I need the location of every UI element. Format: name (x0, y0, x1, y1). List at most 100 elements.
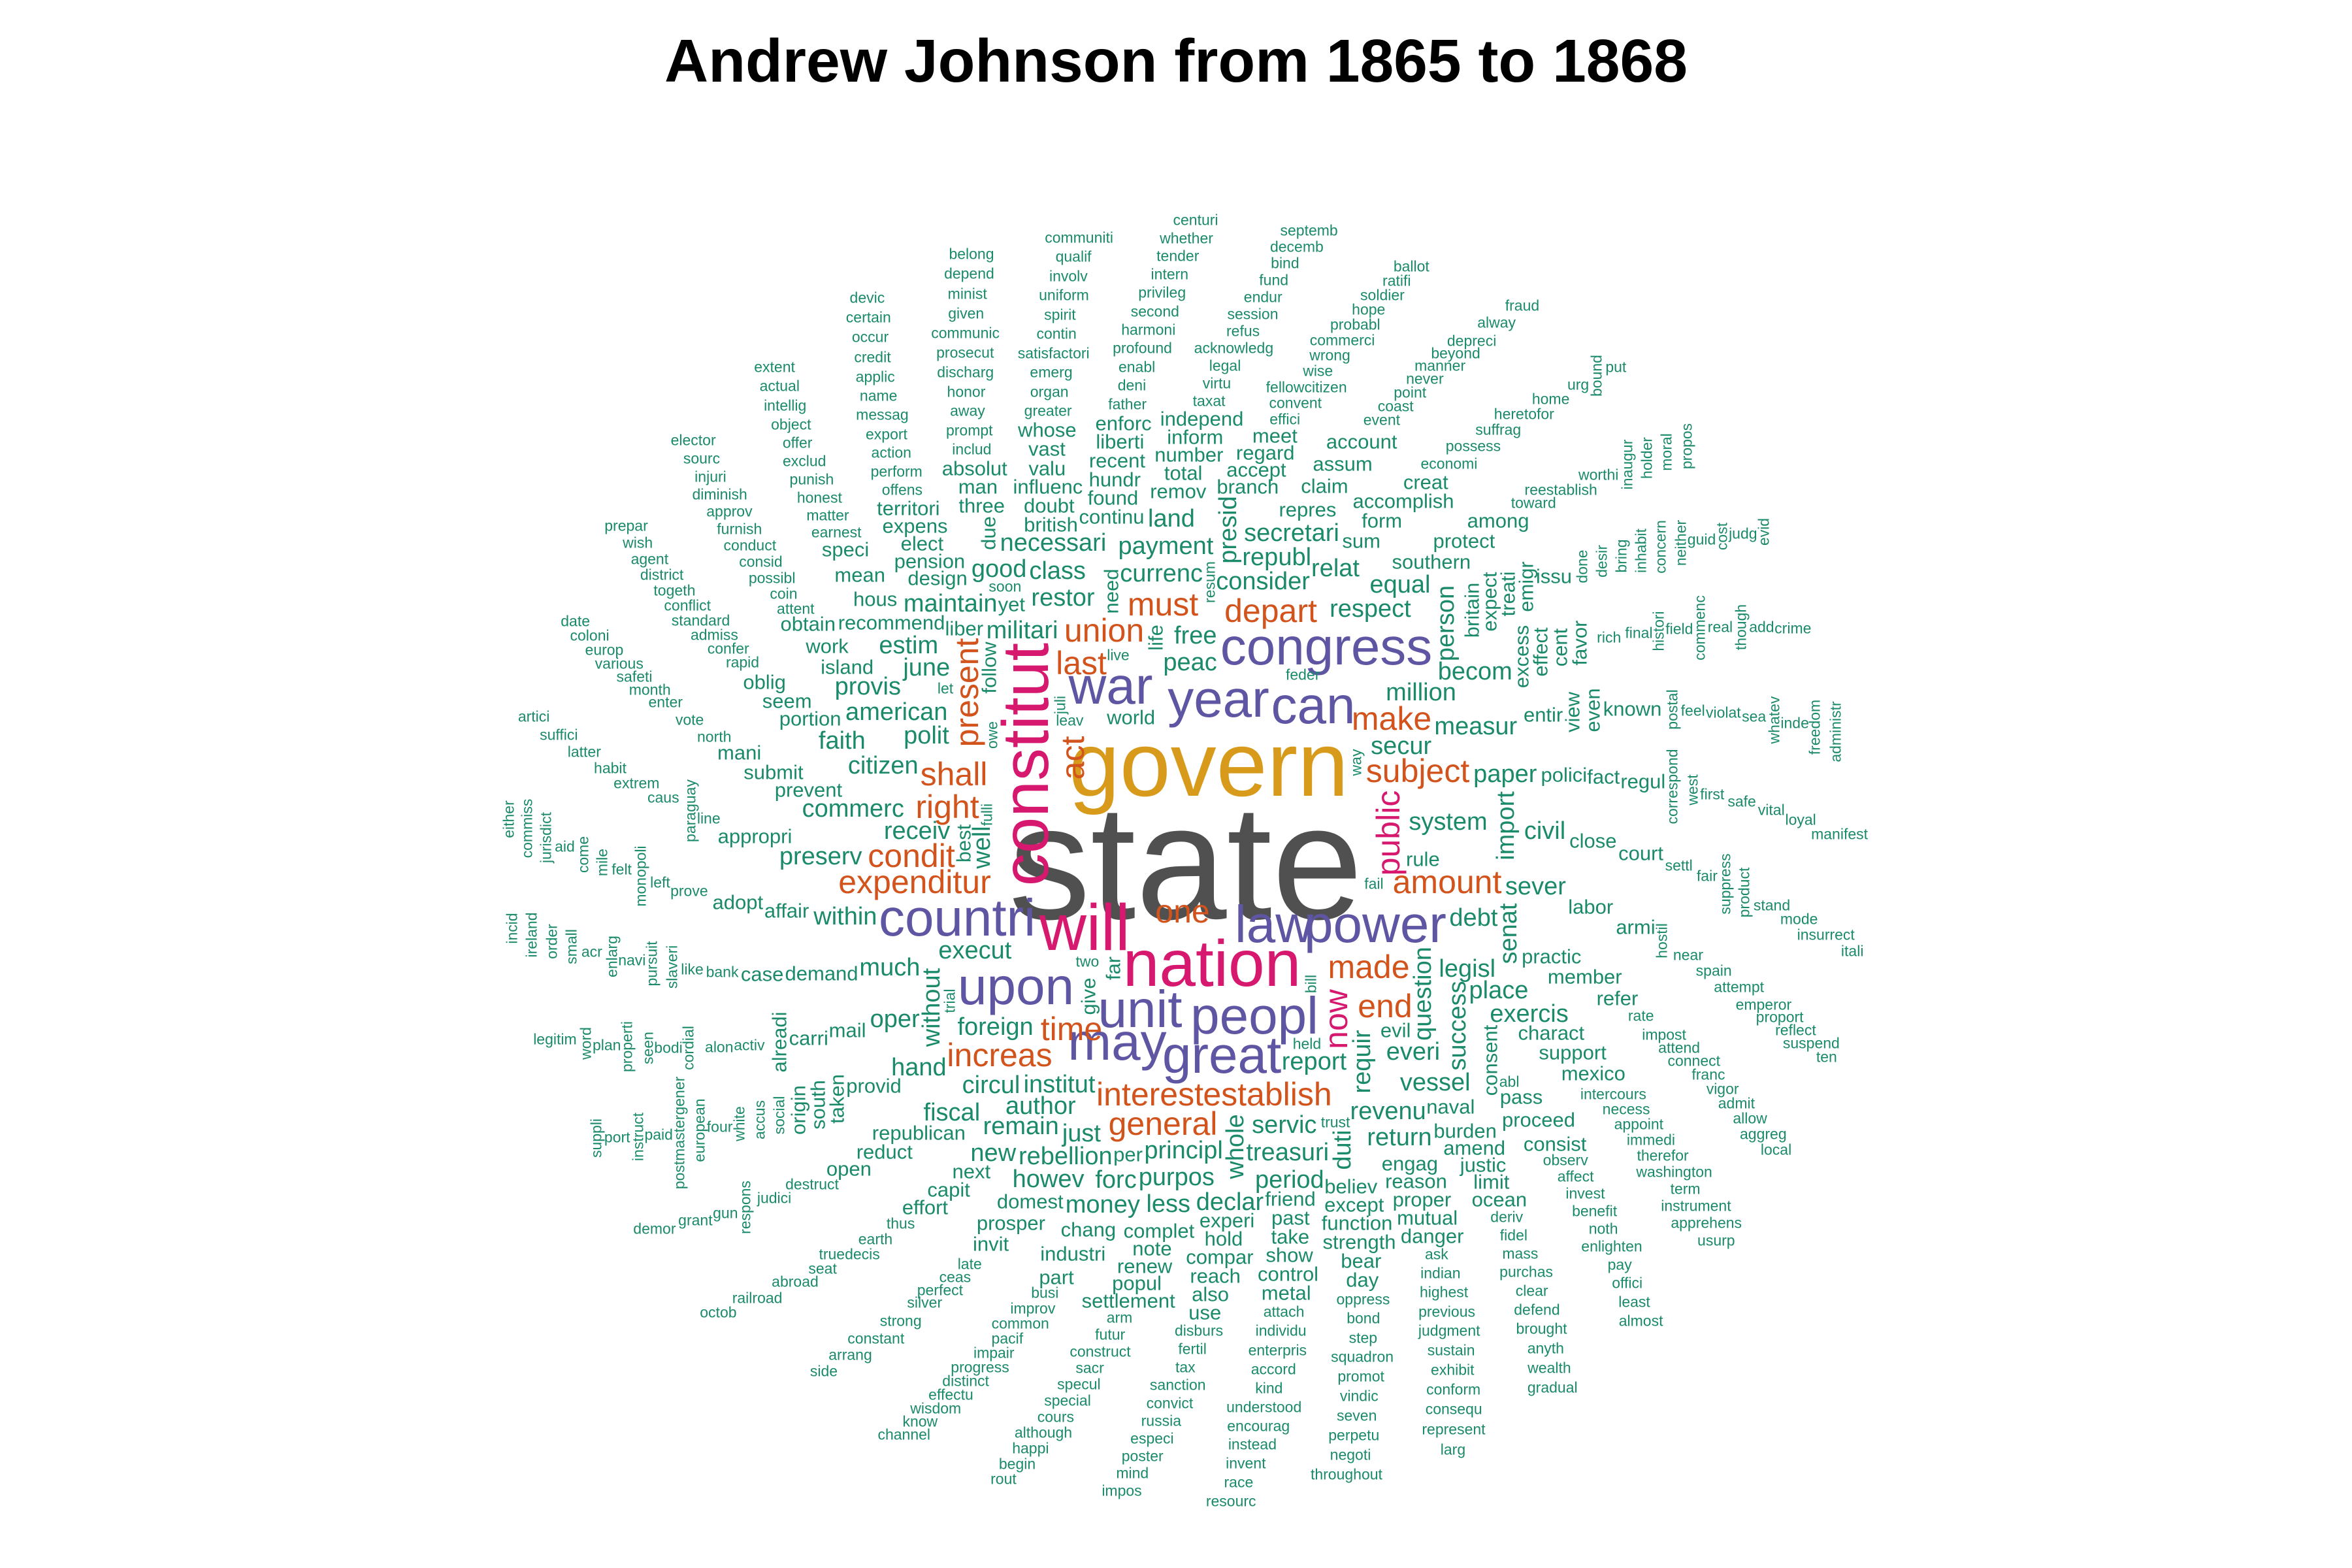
word-will: will (1039, 891, 1130, 964)
word-commerc: commerc (802, 795, 904, 823)
word-suspend: suspend (1782, 1034, 1840, 1052)
word-among: among (1467, 509, 1529, 532)
word-disburs: disburs (1174, 1322, 1224, 1339)
word-diminish: diminish (692, 485, 747, 503)
word-standard: standard (671, 612, 730, 629)
word-worthi: worthi (1578, 466, 1619, 483)
word-offer: offer (782, 434, 813, 451)
word-ratifi: ratifi (1382, 272, 1411, 289)
word-real: real (1707, 618, 1733, 636)
word-four: four (706, 1118, 733, 1135)
word-inaugur: inaugur (1618, 439, 1636, 489)
word-rebellion: rebellion (1018, 1143, 1113, 1171)
word-last: last (1056, 645, 1107, 681)
word-period: period (1255, 1166, 1324, 1194)
word-work: work (806, 634, 849, 657)
word-invest: invest (1565, 1184, 1605, 1202)
word-kind: kind (1255, 1379, 1283, 1397)
word-point: point (1394, 384, 1427, 401)
word-octob: octob (700, 1303, 737, 1321)
word-common: common (991, 1315, 1049, 1332)
word-renew: renew (1117, 1254, 1173, 1278)
word-three: three (958, 494, 1005, 517)
word-need: need (1100, 568, 1123, 614)
word-messag: messag (856, 406, 909, 423)
word-sustain: sustain (1427, 1341, 1475, 1359)
word-admiss: admiss (690, 626, 738, 644)
word-perpetu: perpetu (1328, 1426, 1380, 1444)
word-secretari: secretari (1244, 519, 1339, 547)
word-whose: whose (1018, 418, 1077, 442)
word-desir: desir (1593, 544, 1610, 578)
word-properti: properti (618, 1021, 636, 1073)
word-metal: metal (1261, 1281, 1311, 1305)
word-hold: hold (1204, 1227, 1243, 1250)
word-judg: judg (1729, 525, 1757, 542)
word-fail: fail (1364, 875, 1384, 892)
word-seen: seen (639, 1031, 657, 1064)
word-purchas: purchas (1499, 1263, 1554, 1281)
word-support: support (1539, 1041, 1607, 1064)
word-design: design (907, 566, 968, 590)
word-step: step (1348, 1329, 1378, 1347)
word-resum: resum (1201, 561, 1218, 604)
word-trust: trust (1320, 1113, 1350, 1131)
word-experi: experi (1199, 1209, 1255, 1232)
word-loyal: loyal (1785, 811, 1816, 828)
word-negoti: negoti (1330, 1446, 1371, 1463)
word-new: new (970, 1139, 1017, 1167)
word-friend: friend (1265, 1187, 1316, 1211)
word-septemb: septemb (1280, 221, 1338, 239)
word-year: year (1168, 670, 1269, 728)
word-railroad: railroad (732, 1289, 783, 1307)
word-west: west (1684, 774, 1701, 806)
word-defend: defend (1514, 1301, 1560, 1318)
word-greater: greater (1024, 402, 1072, 419)
word-capit: capit (927, 1178, 970, 1201)
word-exercis: exercis (1490, 1000, 1569, 1028)
word-person: person (1432, 585, 1460, 661)
word-public: public (1370, 790, 1407, 876)
word-respons: respons (736, 1181, 753, 1235)
word-tender: tender (1156, 247, 1200, 265)
word-polici: polici (1541, 763, 1588, 787)
word-bond: bond (1347, 1309, 1380, 1327)
word-agent: agent (630, 550, 669, 568)
word-necess: necess (1602, 1100, 1650, 1118)
word-remov: remov (1150, 480, 1207, 503)
word-prosper: prosper (976, 1211, 1045, 1235)
word-feder: feder (1285, 666, 1320, 683)
word-fertil: fertil (1178, 1340, 1207, 1358)
word-thus: thus (886, 1215, 915, 1232)
word-soon: soon (988, 578, 1022, 595)
word-prevent: prevent (774, 778, 843, 802)
word-habit: habit (594, 759, 627, 777)
word-power: power (1304, 895, 1446, 953)
word-heretofor: heretofor (1494, 405, 1554, 423)
word-impost: impost (1642, 1026, 1686, 1043)
word-consist: consist (1523, 1132, 1587, 1156)
word-commiss: commiss (518, 798, 536, 858)
word-southern: southern (1392, 550, 1471, 574)
word-field: field (1665, 620, 1693, 638)
word-naval: naval (1426, 1095, 1475, 1119)
word-begin: begin (998, 1455, 1036, 1473)
word-second: second (1130, 302, 1179, 320)
word-arrang: arrang (828, 1346, 872, 1364)
word-next: next (952, 1160, 991, 1183)
word-manifest: manifest (1811, 825, 1869, 843)
word-free: free (1174, 622, 1217, 650)
word-monopoli: monopoli (632, 845, 649, 907)
word-make: make (1351, 700, 1432, 737)
word-duti: duti (1329, 1129, 1357, 1170)
word-best: best (952, 824, 975, 862)
word-instead: instead (1228, 1435, 1277, 1453)
word-maintain: maintain (903, 589, 998, 617)
word-russia: russia (1141, 1412, 1181, 1429)
word-expens: expens (882, 514, 948, 538)
word-reach: reach (1190, 1264, 1241, 1288)
word-fund: fund (1259, 271, 1289, 289)
word-fair: fair (1696, 867, 1718, 885)
word-take: take (1271, 1225, 1310, 1249)
word-economi: economi (1420, 455, 1478, 472)
